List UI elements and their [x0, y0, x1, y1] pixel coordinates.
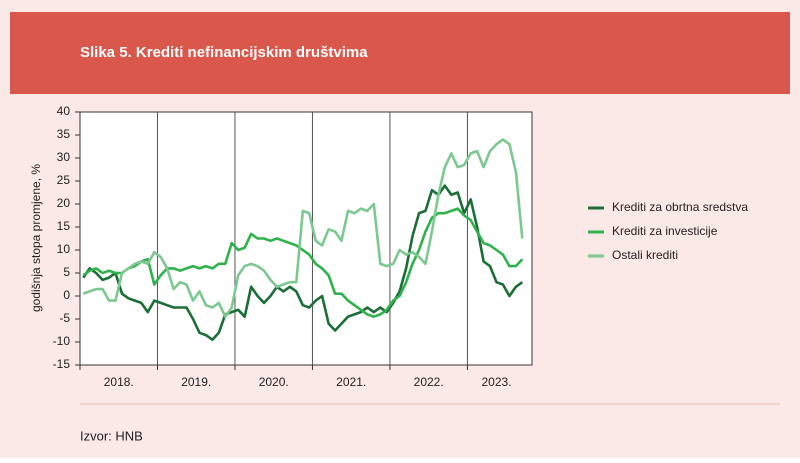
y-tick-label: 15 — [57, 219, 71, 233]
header-band — [10, 12, 790, 94]
x-tick-label: 2021. — [336, 375, 366, 389]
y-tick-label: -5 — [59, 311, 70, 325]
legend-label: Krediti za investicije — [612, 224, 718, 238]
x-tick-label: 2023. — [481, 375, 511, 389]
legend-label: Krediti za obrtna sredstva — [612, 200, 748, 214]
source: Izvor: HNB — [80, 428, 143, 443]
series-line — [82, 207, 524, 319]
y-tick-label: -10 — [53, 334, 71, 348]
x-tick-label: 2020. — [259, 375, 289, 389]
x-tick-label: 2018. — [104, 375, 134, 389]
y-axis-label: godišnja stopa promjene, % — [29, 164, 43, 312]
y-tick-label: 40 — [57, 104, 71, 118]
y-tick-label: 0 — [63, 288, 70, 302]
x-tick-label: 2019. — [181, 375, 211, 389]
y-tick-label: -15 — [53, 357, 71, 371]
plot-area — [79, 111, 533, 366]
series-line — [82, 184, 524, 342]
y-tick-label: 20 — [57, 196, 71, 210]
y-tick-label: 35 — [57, 127, 71, 141]
y-tick-label: 30 — [57, 150, 71, 164]
series-line — [82, 138, 524, 319]
chart-title: Slika 5. Krediti nefinancijskim društvim… — [80, 44, 368, 61]
y-tick-label: 5 — [63, 265, 70, 279]
y-tick-label: 25 — [57, 173, 71, 187]
y-tick-label: 10 — [57, 242, 71, 256]
x-tick-label: 2022. — [414, 375, 444, 389]
legend-label: Ostali krediti — [612, 248, 678, 262]
